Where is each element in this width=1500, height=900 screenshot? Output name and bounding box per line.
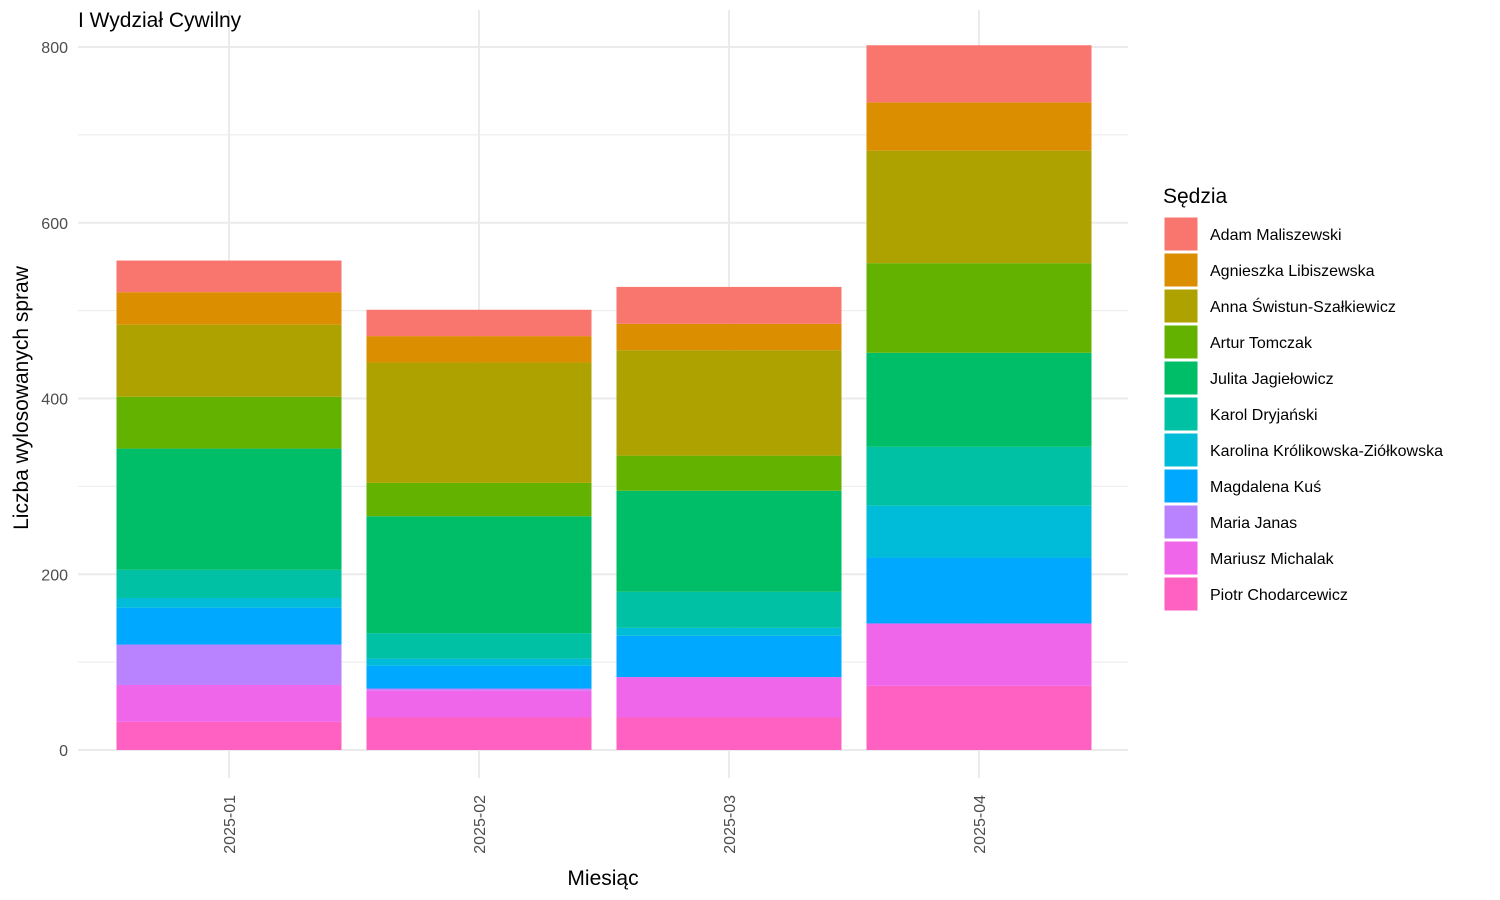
bar-segment [866,505,1092,558]
bar-segment [366,309,592,337]
bar-segment [366,690,592,718]
bar-segment [616,286,842,324]
legend-swatch [1163,432,1199,468]
bar-segment [866,263,1092,353]
legend-label: Piotr Chodarcewicz [1210,587,1348,604]
legend-label: Agnieszka Libiszewska [1210,263,1375,280]
bar-segment [366,633,592,659]
y-tick-label: 800 [41,40,68,57]
x-tick-label: 2025-03 [722,795,739,854]
bar-segment [616,635,842,678]
bar-segment [866,102,1092,151]
legend-swatch [1163,504,1199,540]
chart-title: I Wydział Cywilny [78,9,242,32]
bar-segment [366,516,592,634]
legend-swatch [1163,288,1199,324]
y-tick-label: 600 [41,216,68,233]
legend-label: Julita Jagiełowicz [1210,371,1334,388]
bar-segment [366,658,592,666]
bar-segment [616,717,842,750]
bar-segment [366,482,592,517]
bar-segment [116,324,342,397]
bar-segment [616,323,842,351]
bar-segment [866,45,1092,103]
legend-swatch [1163,396,1199,432]
legend-label: Maria Janas [1210,515,1297,532]
legend-swatch [1163,576,1199,612]
bar-segment [116,597,342,608]
legend-label: Anna Świstun-Szałkiewicz [1210,297,1396,316]
x-tick-label: 2025-01 [222,795,239,854]
legend: Sędzia Adam Maliszewski Agnieszka Libisze… [1163,185,1443,612]
bar-segment [116,607,342,645]
y-axis-title: Liczba wylosowanych spraw [10,265,33,530]
bar-segment [866,685,1092,750]
x-axis-ticks: 2025-01 2025-02 2025-03 2025-04 [222,795,989,854]
legend-swatch [1163,324,1199,360]
legend-swatch [1163,252,1199,288]
bar-segment [116,721,342,750]
bar-segment [116,292,342,325]
legend-label: Adam Maliszewski [1210,227,1342,244]
legend-label: Magdalena Kuś [1210,479,1321,496]
bar-segment [616,455,842,491]
y-tick-label: 0 [59,743,68,760]
legend-swatch [1163,468,1199,504]
bar-segment [616,490,842,592]
bar-segment [366,688,592,691]
legend-swatch [1163,216,1199,252]
bar-segment [366,336,592,363]
legend-label: Artur Tomczak [1210,335,1313,352]
legend-swatch [1163,360,1199,396]
bar-segment [116,260,342,293]
bar-segment [866,446,1092,506]
legend-label: Mariusz Michalak [1210,551,1335,568]
bar-segment [366,665,592,689]
bar-segment [116,396,342,449]
legend-label: Karol Dryjański [1210,407,1318,424]
y-tick-label: 200 [41,567,68,584]
legend-label: Karolina Królikowska-Ziółkowska [1210,443,1443,460]
bar-segment [116,644,342,685]
x-tick-label: 2025-02 [472,795,489,854]
bars [116,45,1092,750]
bar-segment [116,684,342,722]
x-tick-label: 2025-04 [972,795,989,854]
bar-segment [616,591,842,628]
bar-segment [616,677,842,718]
bar-segment [366,362,592,483]
legend-items: Adam Maliszewski Agnieszka Libiszewska Ann… [1163,216,1443,612]
legend-title: Sędzia [1163,185,1228,208]
bar-segment [866,623,1092,686]
bar-segment [616,350,842,456]
bar-segment [866,352,1092,447]
bar-segment [116,448,342,570]
bar-segment [866,150,1092,264]
bar-segment [116,569,342,598]
x-axis-title: Miesiąc [567,867,638,890]
legend-swatch [1163,540,1199,576]
y-axis-ticks: 0 200 400 600 800 [41,40,68,760]
bar-segment [866,557,1092,624]
y-tick-label: 400 [41,392,68,409]
bar-segment [366,717,592,750]
bar-segment [616,627,842,636]
